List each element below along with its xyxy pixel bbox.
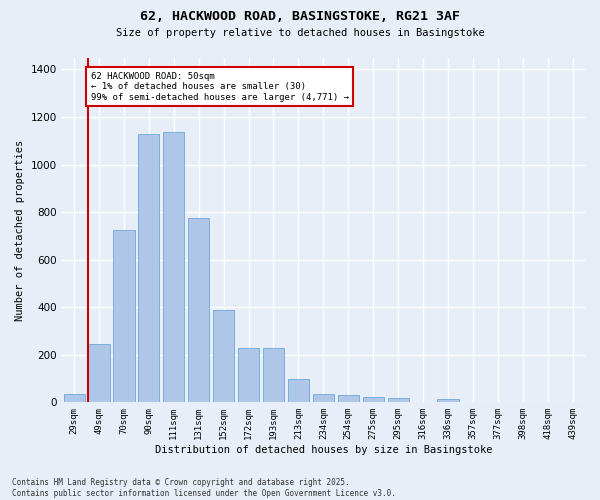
Text: 62 HACKWOOD ROAD: 50sqm
← 1% of detached houses are smaller (30)
99% of semi-det: 62 HACKWOOD ROAD: 50sqm ← 1% of detached… — [91, 72, 349, 102]
Text: Contains HM Land Registry data © Crown copyright and database right 2025.
Contai: Contains HM Land Registry data © Crown c… — [12, 478, 396, 498]
Bar — [238, 348, 259, 403]
Bar — [388, 398, 409, 402]
Bar — [263, 348, 284, 403]
Bar — [163, 132, 184, 402]
Bar — [213, 310, 234, 402]
Bar — [88, 344, 110, 403]
Bar — [338, 395, 359, 402]
Bar — [64, 394, 85, 402]
Text: 62, HACKWOOD ROAD, BASINGSTOKE, RG21 3AF: 62, HACKWOOD ROAD, BASINGSTOKE, RG21 3AF — [140, 10, 460, 23]
Bar — [362, 397, 384, 402]
Y-axis label: Number of detached properties: Number of detached properties — [15, 140, 25, 320]
Bar — [288, 378, 309, 402]
Bar — [138, 134, 160, 402]
Bar — [113, 230, 134, 402]
Bar — [437, 400, 458, 402]
Bar — [313, 394, 334, 402]
X-axis label: Distribution of detached houses by size in Basingstoke: Distribution of detached houses by size … — [155, 445, 492, 455]
Bar — [188, 218, 209, 402]
Text: Size of property relative to detached houses in Basingstoke: Size of property relative to detached ho… — [116, 28, 484, 38]
